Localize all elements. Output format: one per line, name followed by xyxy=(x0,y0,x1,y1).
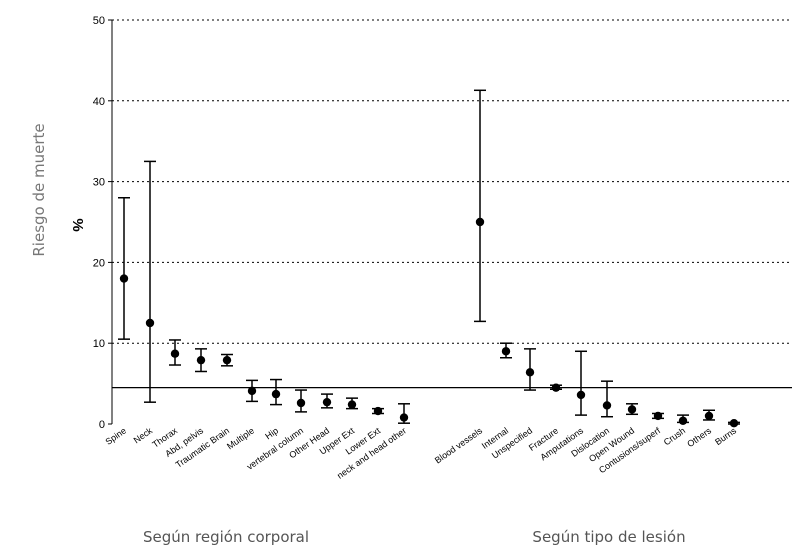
x-tick-label: Others xyxy=(685,425,713,449)
y-tick-label: 0 xyxy=(99,419,105,431)
point-estimate xyxy=(196,355,206,365)
y-tick-label: 30 xyxy=(93,177,105,189)
point-estimate xyxy=(322,397,332,407)
point-estimate xyxy=(678,416,688,425)
point-estimate xyxy=(247,386,257,396)
x-tick-label: Multiple xyxy=(225,425,256,451)
point-estimate xyxy=(704,411,714,421)
y-tick-label: 40 xyxy=(93,96,105,108)
x-tick-label: Blood vessels xyxy=(433,425,485,465)
point-estimate xyxy=(347,400,357,409)
y-tick-label: 50 xyxy=(93,15,105,27)
point-estimate xyxy=(551,383,561,392)
point-estimate xyxy=(399,413,409,422)
point-estimate xyxy=(475,217,485,227)
point-estimate xyxy=(145,318,155,328)
point-estimate xyxy=(222,355,232,365)
x-tick-label: Spine xyxy=(104,425,129,446)
point-estimate xyxy=(271,389,281,399)
point-estimate xyxy=(602,401,612,410)
x-tick-label: Crush xyxy=(662,425,687,447)
x-tick-label: Burns xyxy=(713,425,738,447)
group-label-injury: Según tipo de lesión xyxy=(532,528,685,546)
axis-labels: Riesgo de muerte % Según región corporal… xyxy=(30,123,686,546)
point-estimate xyxy=(525,368,535,377)
y-tick-label: 10 xyxy=(93,338,105,350)
point-estimate xyxy=(729,418,739,428)
y-axis-unit: % xyxy=(69,218,86,231)
x-tick-label: Hip xyxy=(263,425,280,441)
point-estimate xyxy=(119,274,129,283)
point-estimate xyxy=(373,406,383,416)
point-estimate xyxy=(296,398,306,408)
point-estimate xyxy=(576,390,586,400)
grid-lines xyxy=(112,19,792,389)
y-tick-label: 20 xyxy=(93,257,105,269)
axes: 0 10 20 30 40 50 xyxy=(93,15,113,431)
group-label-region: Según región corporal xyxy=(143,528,309,546)
point-estimate xyxy=(653,411,663,421)
point-estimate xyxy=(627,405,637,414)
point-estimate xyxy=(501,347,511,356)
y-axis-label: Riesgo de muerte xyxy=(30,123,48,256)
point-estimate xyxy=(170,349,180,358)
